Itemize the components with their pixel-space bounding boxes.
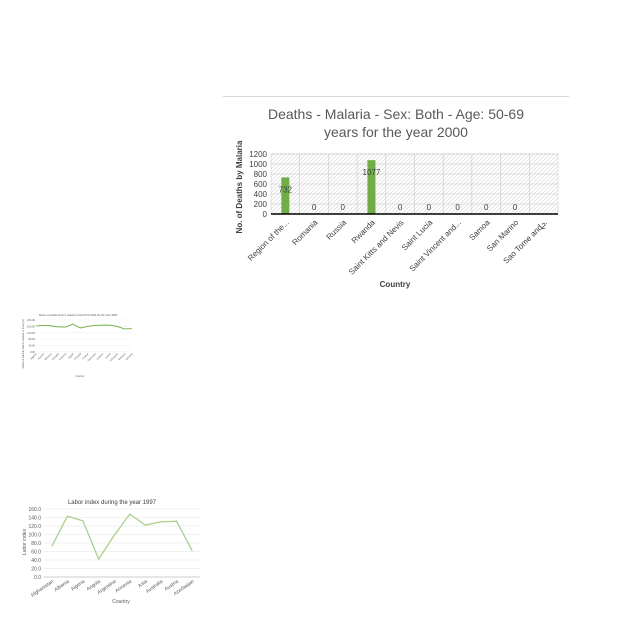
y-tick-label: 80.00 [29, 337, 36, 341]
x-tick-label: Ukraine [125, 351, 135, 361]
x-tick-label: Rwanda [350, 218, 378, 246]
x-tick-label: Finland [73, 351, 82, 360]
series-line [51, 513, 193, 560]
bar [367, 160, 376, 214]
y-tick-label: 800 [254, 170, 268, 179]
y-axis-title: Labor index [22, 528, 28, 555]
x-tick-label: Saint Kitts and Nevis [347, 218, 406, 277]
chart-title-line-2: years for the year 2000 [324, 124, 468, 140]
x-tick-label: Lithuania [109, 351, 120, 362]
data-label: 2 [541, 222, 546, 231]
y-tick-label: 0 [263, 210, 268, 219]
x-tick-label: Greece [95, 351, 104, 360]
series-line [35, 323, 133, 330]
labor-index-chart: Labor index during the year 1997 Labor i… [20, 495, 203, 605]
x-tick-label: Austria [37, 351, 46, 360]
x-tick-label: Germany [86, 351, 97, 362]
y-tick-label: 0.0 [34, 575, 41, 581]
x-axis-title: Country [112, 599, 130, 605]
labor-chart-canvas: Labor index during the year 1997 Labor i… [22, 500, 200, 605]
y-axis-title: No. of Deaths by Malaria [235, 140, 244, 233]
x-tick-label: Romania [290, 218, 319, 247]
malaria-deaths-chart: Deaths - Malaria - Sex: Both - Age: 50-6… [223, 96, 569, 303]
x-tick-label: France [81, 351, 90, 360]
x-tick-label: Afghanistan [30, 579, 55, 599]
x-tick-label: Region of the... [246, 218, 291, 263]
y-tick-label: 40.0 [31, 558, 41, 564]
data-label: 0 [455, 203, 460, 212]
x-tick-label: Australia [145, 579, 165, 595]
y-axis-title: Share of suicide DALYs related to food (… [21, 319, 25, 368]
y-tick-label: 160.00 [27, 324, 35, 328]
y-tick-label: 20.0 [31, 567, 41, 573]
chart-title: Share of suicide DALYs related to food D… [39, 313, 118, 317]
data-label: 0 [427, 203, 432, 212]
x-tick-label: Canada [51, 351, 61, 361]
x-tick-label: Albania [53, 579, 70, 594]
x-tick-label: Algeria [29, 351, 38, 360]
data-label: 0 [513, 203, 518, 212]
data-label: 0 [484, 203, 489, 212]
y-tick-label: 1000 [249, 160, 267, 169]
y-tick-label: 200 [254, 200, 268, 209]
y-tick-label: 400 [254, 190, 268, 199]
y-tick-label: 1200 [249, 150, 267, 159]
data-label: 732 [279, 185, 293, 194]
data-label: 1077 [363, 168, 381, 177]
x-tick-label: Saint Vincent and... [408, 218, 463, 273]
y-tick-label: 120.00 [27, 331, 35, 335]
x-tick-label: Samoa [467, 218, 492, 243]
suicide-chart-canvas: Share of suicide DALYs related to food D… [21, 313, 135, 378]
x-tick-label: Latvia [104, 351, 112, 359]
x-tick-label: Asia [137, 579, 149, 590]
x-tick-label: Belarus [43, 351, 53, 361]
x-tick-label: Russia [325, 218, 349, 242]
bar [281, 177, 290, 214]
chart-title: Labor index during the year 1997 [68, 500, 157, 506]
y-tick-label: 80.0 [31, 541, 41, 547]
y-tick-label: 600 [254, 180, 268, 189]
x-tick-label: Czechia [58, 351, 68, 361]
y-tick-label: 200.00 [27, 318, 35, 322]
y-tick-label: 140.0 [28, 516, 41, 522]
y-tick-label: 160.0 [28, 507, 41, 513]
y-tick-label: 0.00 [30, 350, 36, 354]
chart-title-line-1: Deaths - Malaria - Sex: Both - Age: 50-6… [268, 106, 524, 122]
x-axis-title: Country [380, 280, 411, 289]
y-tick-label: 60.0 [31, 550, 41, 556]
y-tick-label: 40.00 [29, 344, 36, 348]
suicide-dalys-chart: Share of suicide DALYs related to food D… [20, 312, 136, 380]
y-tick-label: 100.0 [28, 533, 41, 539]
x-tick-label: Algeria [70, 579, 86, 593]
data-label: 0 [398, 203, 403, 212]
y-tick-label: 120.0 [28, 524, 41, 530]
data-label: 0 [341, 203, 346, 212]
x-axis-title: Country [75, 374, 85, 378]
x-tick-label: Egypt [67, 352, 75, 360]
data-label: 0 [312, 203, 317, 212]
x-tick-label: Armenia [114, 579, 133, 595]
malaria-chart-canvas: Deaths - Malaria - Sex: Both - Age: 50-6… [235, 106, 559, 289]
x-tick-label: Monaco [117, 351, 127, 361]
